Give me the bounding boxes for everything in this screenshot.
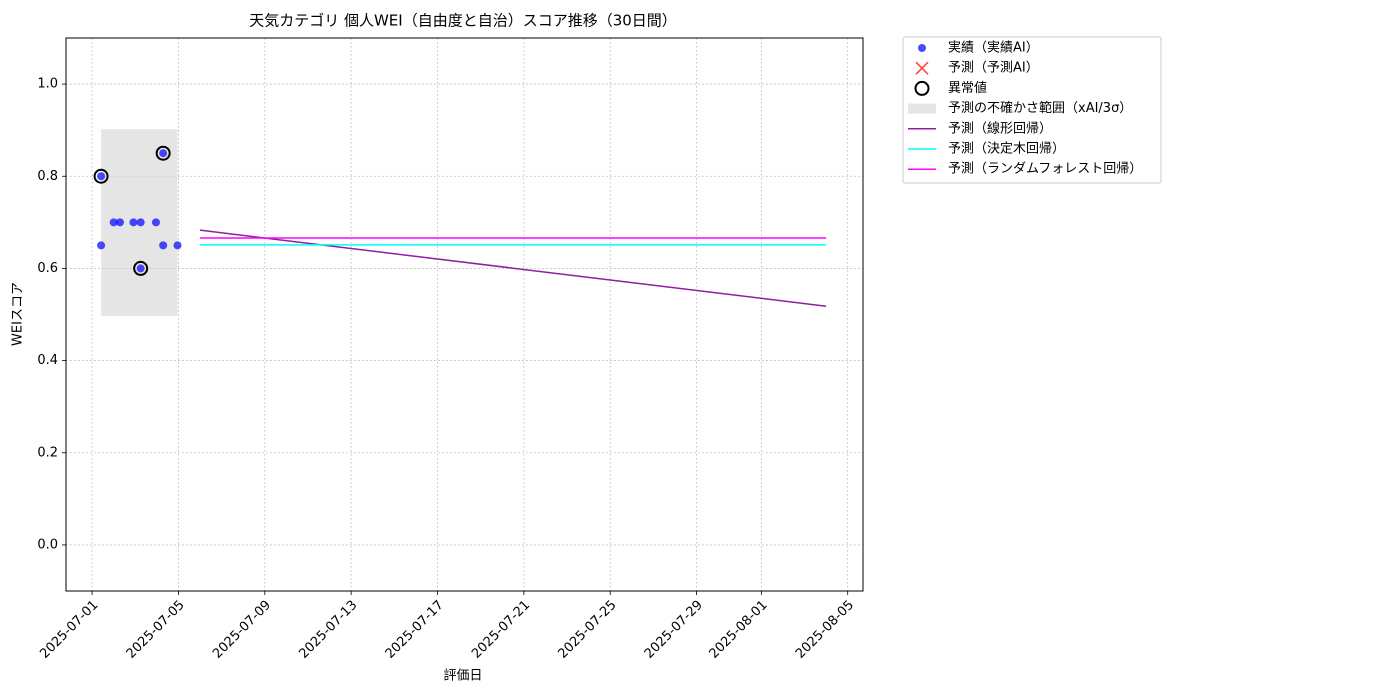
legend-label: 予測（ランダムフォレスト回帰） xyxy=(948,161,1142,177)
legend-label: 予測（予測AI） xyxy=(948,61,1039,76)
plot-frame xyxy=(65,37,864,592)
legend-label: 異常値 xyxy=(948,80,987,96)
actual-point xyxy=(129,218,138,227)
y-tick-label: 0.2 xyxy=(37,445,58,460)
x-tick-label: 2025-07-25 xyxy=(555,598,619,662)
x-tick-label: 2025-07-17 xyxy=(383,598,447,662)
actual-point xyxy=(136,264,145,273)
y-tick-label: 0.0 xyxy=(37,537,58,552)
legend-label: 予測（決定木回帰） xyxy=(948,141,1065,157)
legend-marker xyxy=(908,103,936,114)
actual-point xyxy=(151,218,160,227)
prediction-line xyxy=(199,229,827,307)
y-tick-label: 1.0 xyxy=(37,77,58,92)
actual-point xyxy=(173,241,182,250)
legend-marker xyxy=(914,80,930,96)
outlier-marker xyxy=(93,168,109,184)
actual-point xyxy=(159,241,168,250)
legend-label: 予測（線形回帰） xyxy=(948,120,1052,136)
x-tick-label: 2025-07-05 xyxy=(124,598,188,662)
x-tick-label: 2025-08-05 xyxy=(793,598,857,662)
legend-marker xyxy=(918,44,926,52)
x-axis-label: 評価日 xyxy=(443,669,482,684)
legend-label: 実績（実績AI） xyxy=(948,40,1039,56)
y-tick-label: 0.4 xyxy=(37,353,58,368)
legend-box xyxy=(902,36,1162,184)
actual-point xyxy=(136,218,145,227)
actual-point xyxy=(115,218,124,227)
outlier-marker xyxy=(155,145,171,161)
y-axis-label: WEIスコア xyxy=(11,282,26,346)
legend-marker xyxy=(915,61,929,75)
legend-label: 予測の不確かさ範囲（xAI/3σ） xyxy=(948,100,1132,116)
x-tick-label: 2025-07-13 xyxy=(296,598,360,662)
x-tick-label: 2025-07-09 xyxy=(210,598,274,662)
outlier-marker xyxy=(133,260,149,276)
actual-point xyxy=(97,172,106,181)
x-tick-label: 2025-08-01 xyxy=(707,598,771,662)
x-tick-label: 2025-07-21 xyxy=(469,598,533,662)
chart-title: 天気カテゴリ 個人WEI（自由度と自治）スコア推移（30日間） xyxy=(249,12,677,30)
x-tick-label: 2025-07-01 xyxy=(37,598,101,662)
y-tick-label: 0.8 xyxy=(37,169,58,184)
actual-point xyxy=(109,218,118,227)
actual-point xyxy=(159,149,168,158)
x-tick-label: 2025-07-29 xyxy=(642,598,706,662)
actual-point xyxy=(97,241,106,250)
y-tick-label: 0.6 xyxy=(37,261,58,276)
